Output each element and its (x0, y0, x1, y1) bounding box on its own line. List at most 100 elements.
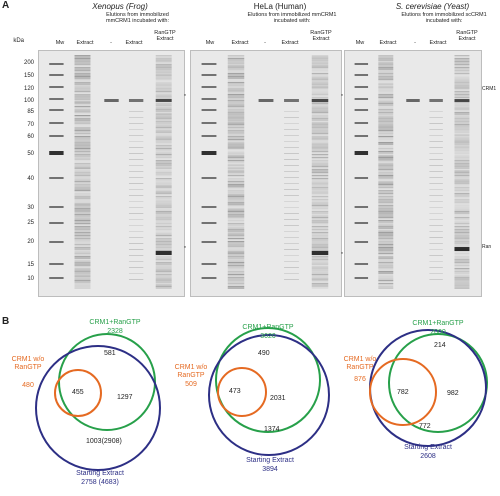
gel-band (311, 109, 329, 111)
gel-band (74, 83, 91, 85)
gel-band (378, 163, 394, 165)
venn-blue-circle (208, 334, 330, 456)
gel-band (311, 173, 329, 175)
gel-band (128, 195, 144, 196)
gel-band (74, 145, 91, 147)
panel-b-letter: B (2, 316, 10, 327)
gel-band (227, 157, 245, 159)
gel-band (429, 261, 443, 262)
gel-band (155, 107, 172, 109)
gel-band (74, 211, 91, 213)
gel-band (227, 134, 245, 136)
gel-band (155, 263, 172, 265)
gel-band (227, 118, 245, 120)
gel-band (155, 278, 172, 280)
gel-image-frog (38, 50, 185, 297)
gel-band (311, 182, 329, 184)
gel-band (311, 61, 329, 63)
gel-band (155, 211, 172, 213)
gel-band (454, 263, 470, 265)
gel-band (284, 213, 299, 214)
gel-band (378, 77, 394, 79)
gel-band (74, 65, 91, 67)
gel-band (227, 203, 245, 205)
gel-band (74, 277, 91, 279)
gel-band (311, 82, 329, 84)
venn-1-blue-count: 2758 (4683) (81, 479, 119, 486)
gel-band (311, 260, 329, 262)
gel-band (227, 218, 245, 220)
gel-band (155, 202, 172, 204)
gel-band (227, 155, 245, 157)
gel-band (378, 287, 394, 289)
gel-image-yeast (344, 50, 482, 297)
gel-band (227, 164, 245, 166)
gel-band (155, 119, 172, 121)
gel-band (378, 272, 394, 274)
gel-band (378, 134, 394, 136)
gel-band (454, 133, 470, 135)
gel-band (227, 181, 245, 183)
gel-band (74, 140, 91, 142)
gel-band (311, 154, 329, 156)
gel-band (74, 94, 91, 96)
gel-band (258, 99, 274, 102)
gel-band (74, 178, 91, 180)
gel-band (227, 173, 245, 175)
gel-band (454, 251, 470, 253)
gel-band (155, 248, 172, 250)
gel-band (155, 175, 172, 177)
gel-band (311, 238, 329, 240)
venn-green-circle (215, 327, 321, 433)
gel-band (454, 176, 470, 178)
gel-band (201, 98, 217, 100)
gel-band (227, 77, 245, 79)
gel-band (311, 242, 329, 244)
gel-band (227, 166, 245, 168)
gel-band (74, 125, 91, 127)
gel-band (155, 62, 172, 64)
gel-band (378, 83, 394, 85)
gel-band (311, 205, 329, 207)
gel-band (311, 217, 329, 219)
gel-band (155, 271, 172, 273)
gel-band (378, 179, 394, 181)
gel-band (311, 76, 329, 78)
gel-band (454, 214, 470, 216)
gel-2-lane-mw: Mw (205, 40, 215, 46)
gel-band (227, 112, 245, 114)
gel-band (311, 202, 329, 204)
gel-band (227, 182, 245, 184)
gel-band (227, 65, 245, 67)
venn-1-blue-label: Starting Extract (76, 470, 124, 477)
gel-band (454, 184, 470, 186)
gel-band (74, 215, 91, 217)
gel-band (155, 203, 172, 205)
gel-band (429, 189, 443, 190)
venn-3-blue-only: 772 (419, 423, 431, 430)
gel-band (227, 241, 245, 243)
gel-band (155, 94, 172, 96)
gel-band (454, 188, 470, 190)
gel-band (227, 197, 245, 199)
gel-band (284, 183, 299, 184)
gel-band (454, 109, 470, 111)
gel-band (155, 178, 172, 180)
gel-band (227, 202, 245, 204)
gel-band (74, 89, 91, 91)
gel-band (454, 275, 470, 277)
gel-band (155, 269, 172, 271)
gel-band (378, 172, 394, 174)
gel-band (74, 151, 91, 153)
gel-band (155, 74, 172, 76)
gel-band (155, 226, 172, 228)
gel-band (378, 70, 394, 72)
gel-band (454, 145, 470, 147)
gel-band (227, 103, 245, 105)
gel-band (378, 143, 394, 145)
gel-band (311, 208, 329, 210)
gel-band (311, 160, 329, 162)
gel-band (454, 154, 470, 156)
gel-band (311, 212, 329, 214)
venn-3-orange-inner: 782 (397, 389, 409, 396)
